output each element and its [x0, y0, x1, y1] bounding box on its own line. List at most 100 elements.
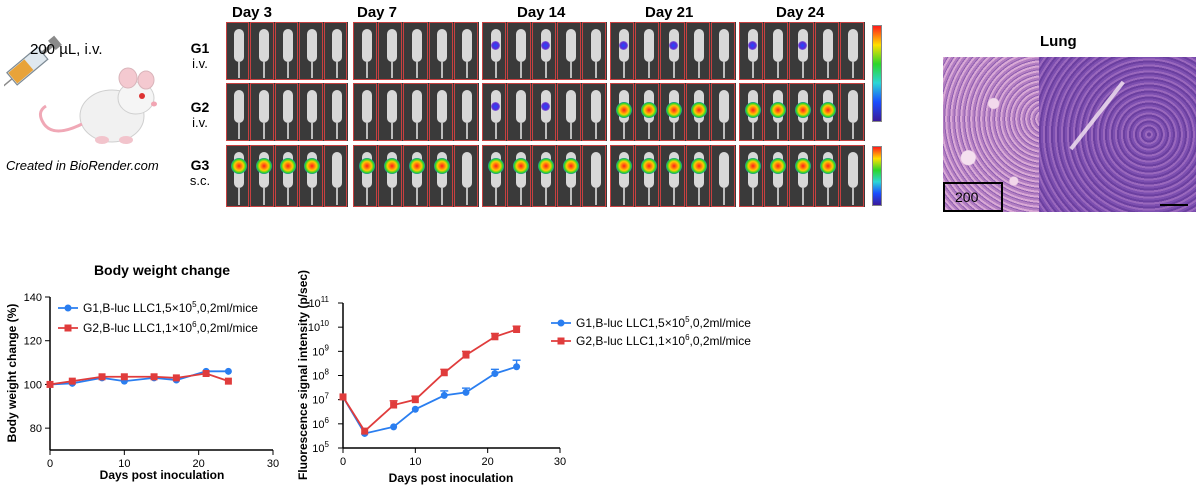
mouse-frame	[532, 145, 556, 207]
mouse-frame	[610, 145, 635, 207]
imaging-panel	[353, 83, 479, 141]
group-route: s.c.	[189, 173, 211, 188]
bioluminescence-signal	[619, 41, 629, 50]
bioluminescence-signal	[487, 158, 504, 174]
mouse-tail	[544, 62, 547, 78]
scale-label: 200	[955, 189, 979, 205]
mouse-frame	[710, 22, 735, 80]
bioluminescence-signal	[537, 158, 554, 174]
mouse-tail	[801, 188, 804, 205]
mouse-tail	[852, 123, 855, 139]
mouse-frame	[428, 83, 453, 141]
mouse-tail	[801, 123, 804, 139]
group-label-g3: G3 s.c.	[180, 157, 220, 188]
mouse-tail	[335, 62, 338, 78]
fluorescence-chart: 105 106 107 108 109 1010 1011 0 10 20 30 Days post …	[296, 270, 751, 485]
mouse-tail	[262, 123, 265, 139]
day-title-1: Day 3	[232, 4, 273, 21]
mouse-tail	[569, 62, 572, 78]
mouse-tail	[390, 123, 393, 139]
day-title-4: Day 21	[645, 4, 694, 21]
mouse-body	[565, 89, 576, 124]
mouse-frame	[610, 83, 635, 141]
mouse-frame	[635, 83, 660, 141]
mouse-frame	[453, 83, 478, 141]
bioluminescence-signal	[615, 102, 632, 118]
mouse-tail	[365, 123, 368, 139]
mouse-tail	[544, 123, 547, 139]
mouse-tail	[286, 62, 289, 78]
mouse-body	[848, 28, 859, 63]
mouse-frame	[557, 22, 581, 80]
data-point	[202, 370, 210, 377]
mouse-frame	[610, 22, 635, 80]
x-tick-label: 20	[193, 458, 205, 470]
imaging-panel	[226, 22, 348, 80]
bioluminescence-signal	[541, 41, 550, 50]
bioluminescence-signal	[748, 41, 758, 50]
mouse-body	[282, 28, 293, 63]
y-axis-label: Fluorescence signal intensity (p/sec)	[296, 270, 310, 480]
legend-label: G1,B-luc LLC1,5×105,0,2ml/mice	[83, 300, 258, 315]
mouse-frame	[353, 83, 378, 141]
mouse-tail	[723, 62, 726, 78]
mouse-tail	[519, 123, 522, 139]
mouse-tail	[852, 188, 855, 205]
bioluminescence-signal	[408, 158, 425, 174]
imaging-panel	[482, 145, 607, 207]
imaging-panel	[739, 145, 865, 207]
y-tick-label: 1011	[308, 295, 329, 310]
data-point	[390, 401, 398, 409]
mouse-frame	[250, 145, 274, 207]
mouse-tail	[751, 188, 754, 205]
mouse-frame	[739, 145, 764, 207]
mouse-frame	[353, 22, 378, 80]
day-title-3: Day 14	[517, 4, 566, 21]
mouse-body	[437, 28, 448, 63]
mouse-tail	[466, 188, 469, 205]
mouse-frame	[226, 22, 250, 80]
imaging-panel	[482, 83, 607, 141]
mouse-body	[848, 152, 859, 188]
scale-box: 200	[943, 182, 1003, 212]
series-line	[49, 370, 229, 386]
y-tick-label: 109	[312, 343, 329, 358]
mouse-syringe-illustration	[4, 35, 157, 144]
data-point	[491, 333, 499, 341]
mouse-frame	[453, 145, 478, 207]
mouse-frame	[582, 22, 606, 80]
data-point	[172, 374, 180, 382]
mouse-tail	[286, 188, 289, 205]
data-point	[339, 393, 347, 401]
bioluminescence-signal	[691, 102, 708, 118]
mouse-body	[462, 28, 473, 63]
bioluminescence-signal	[669, 41, 679, 50]
mouse-body	[331, 28, 342, 63]
mouse-tail	[466, 62, 469, 78]
mouse-frame	[323, 22, 347, 80]
mouse-frame	[482, 22, 506, 80]
mouse-body	[515, 28, 526, 63]
day-title-5: Day 24	[776, 4, 825, 21]
mouse-frame	[814, 83, 839, 141]
mouse-tail	[415, 123, 418, 139]
mouse-frame	[299, 22, 323, 80]
mouse-tail	[647, 62, 650, 78]
mouse-frame	[739, 83, 764, 141]
x-tick-label: 0	[47, 458, 53, 470]
mouse-frame	[764, 22, 789, 80]
bioluminescence-signal	[640, 102, 657, 118]
mouse-body	[411, 89, 422, 124]
x-axis-label: Days post inoculation	[389, 471, 514, 485]
mouse-tail	[776, 188, 779, 205]
mouse-tail	[801, 62, 804, 78]
mouse-body	[823, 28, 834, 63]
bioluminescence-signal	[691, 158, 708, 174]
mouse-icon	[39, 67, 157, 144]
mouse-tail	[622, 62, 625, 78]
group-label-g2: G2 i.v.	[180, 99, 220, 130]
mouse-frame	[482, 83, 506, 141]
y-tick-label: 120	[24, 336, 42, 348]
mouse-frame	[428, 22, 453, 80]
mouse-tail	[594, 62, 597, 78]
